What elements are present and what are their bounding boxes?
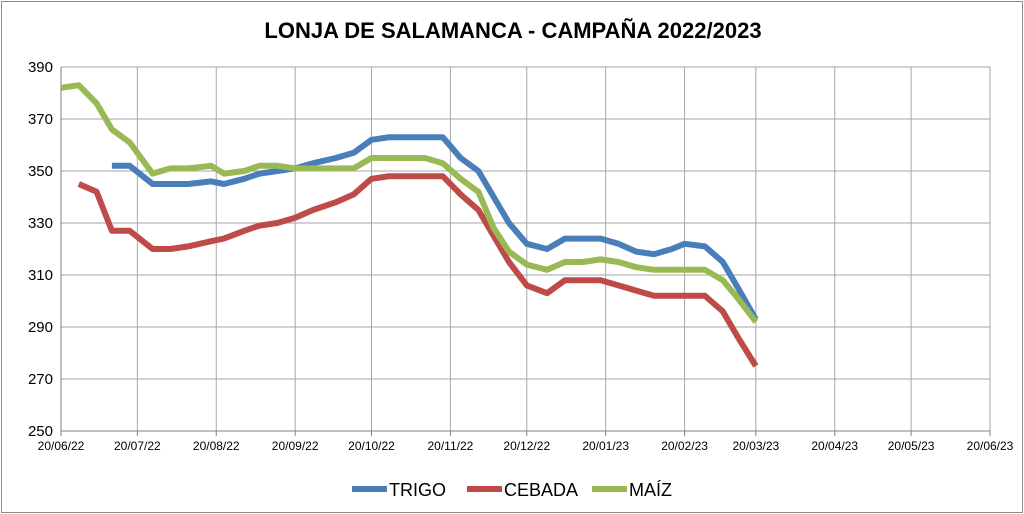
y-tick-label: 330: [28, 215, 53, 232]
y-tick-label: 270: [28, 371, 53, 388]
series-lines: [60, 82, 759, 368]
x-tick-label: 20/04/23: [811, 439, 858, 453]
series-line-cebada: [77, 173, 759, 368]
chart-title: LONJA DE SALAMANCA - CAMPAÑA 2022/2023: [264, 18, 761, 43]
x-tick-label: 20/07/22: [114, 439, 161, 453]
legend-label-trigo: TRIGO: [389, 480, 446, 500]
y-tick-label: 370: [28, 111, 53, 128]
x-tick-label: 20/09/22: [272, 439, 319, 453]
y-tick-label: 390: [28, 59, 53, 76]
x-tick-label: 20/06/22: [38, 439, 85, 453]
legend: TRIGO CEBADA MAÍZ: [352, 480, 672, 500]
x-tick-label: 20/11/22: [428, 439, 474, 453]
legend-label-maiz: MAÍZ: [629, 480, 672, 500]
x-axis-ticks: 20/06/22 20/07/22 20/08/22 20/09/22 20/10/22…: [38, 439, 1014, 453]
x-tick-label: 20/05/23: [888, 439, 935, 453]
series-line-maiz: [60, 82, 759, 324]
x-tick-label: 20/03/23: [732, 439, 779, 453]
y-axis-ticks: 250 270 290 310 330 350 370 390: [28, 59, 53, 440]
x-tick-label: 20/10/22: [348, 439, 395, 453]
x-tick-label: 20/06/23: [967, 439, 1014, 453]
series-line-trigo: [111, 134, 759, 321]
y-tick-label: 350: [28, 163, 53, 180]
y-tick-label: 310: [28, 267, 53, 284]
x-tick-label: 20/08/22: [193, 439, 240, 453]
y-tick-label: 250: [28, 423, 53, 440]
x-tick-label: 20/02/23: [661, 439, 708, 453]
x-tick-label: 20/01/23: [582, 439, 629, 453]
legend-label-cebada: CEBADA: [504, 480, 578, 500]
y-tick-label: 290: [28, 319, 53, 336]
x-tick-label: 20/12/22: [503, 439, 550, 453]
grid-lines: [60, 66, 991, 436]
